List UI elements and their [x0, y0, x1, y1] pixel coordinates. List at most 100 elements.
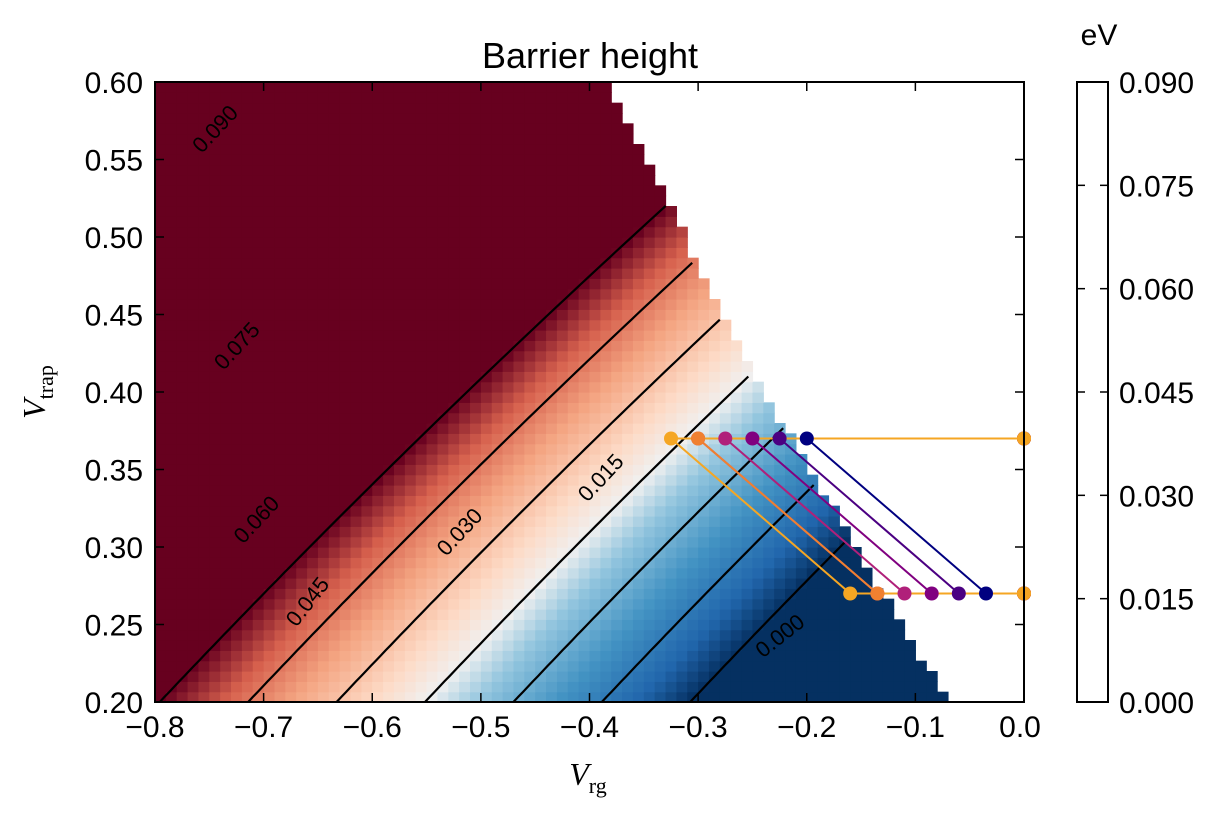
heatmap-cell [307, 485, 319, 496]
heatmap-cell [480, 505, 493, 517]
heatmap-cell [589, 402, 601, 414]
heatmap-cell [404, 133, 417, 145]
heatmap-cell [448, 102, 460, 114]
heatmap-cell [817, 505, 830, 517]
heatmap-cell [567, 216, 580, 228]
heatmap-cell [600, 588, 612, 600]
heatmap-cell [187, 206, 200, 217]
heatmap-cell [578, 578, 591, 589]
heatmap-cell [241, 495, 254, 507]
heatmap-cell [372, 340, 384, 352]
heatmap-cell [448, 226, 460, 238]
heatmap-cell [611, 485, 623, 496]
heatmap-cell [730, 578, 743, 589]
heatmap-cell [480, 133, 493, 145]
heatmap-cell [285, 113, 297, 124]
heatmap-cell [524, 681, 536, 693]
heatmap-cell [285, 433, 297, 445]
heatmap-cell [426, 495, 439, 507]
heatmap-cell [502, 164, 515, 176]
heatmap-cell [524, 257, 536, 269]
heatmap-cell [546, 340, 558, 352]
heatmap-cell [632, 433, 645, 445]
heatmap-cell [600, 412, 612, 424]
heatmap-cell [513, 454, 525, 465]
heatmap-cell [350, 268, 362, 279]
heatmap-cell [393, 381, 406, 393]
heatmap-cell [448, 381, 460, 393]
heatmap-cell [448, 619, 460, 631]
heatmap-cell [719, 330, 732, 341]
heatmap-cell [296, 330, 308, 341]
heatmap-cell [285, 516, 297, 527]
heatmap-cell [209, 516, 221, 527]
heatmap-cell [535, 629, 547, 641]
heatmap-cell [220, 536, 232, 548]
heatmap-cell [589, 350, 601, 362]
heatmap-cell [361, 319, 373, 331]
heatmap-cell [328, 691, 341, 702]
heatmap-cell [546, 299, 558, 310]
heatmap-cell [632, 361, 645, 372]
heatmap-cell [622, 185, 634, 197]
heatmap-cell [448, 526, 460, 538]
heatmap-cell [252, 640, 265, 651]
heatmap-cell [480, 536, 493, 548]
heatmap-cell [383, 92, 395, 104]
heatmap-cell [339, 640, 352, 651]
heatmap-cell [383, 195, 395, 207]
heatmap-cell [372, 175, 384, 186]
heatmap-cell [698, 381, 710, 393]
heatmap-cell [296, 299, 308, 310]
heatmap-cell [546, 164, 558, 176]
heatmap-cell [198, 454, 210, 465]
heatmap-cell [187, 443, 200, 455]
heatmap-cell [220, 154, 232, 166]
heatmap-cell [795, 454, 808, 465]
heatmap-cell [350, 330, 362, 341]
heatmap-cell [600, 619, 612, 631]
heatmap-cell [274, 505, 286, 517]
heatmap-cell [383, 567, 395, 579]
heatmap-cell [632, 175, 645, 186]
heatmap-cell [882, 671, 895, 682]
heatmap-cell [393, 133, 406, 145]
heatmap-cell [632, 154, 645, 166]
heatmap-cell [231, 361, 243, 372]
heatmap-cell [350, 102, 362, 114]
heatmap-cell [317, 319, 330, 331]
heatmap-cell [589, 247, 601, 259]
heatmap-cell [546, 474, 558, 486]
heatmap-cell [437, 650, 449, 662]
heatmap-cell [535, 454, 547, 465]
heatmap-cell [307, 464, 319, 476]
heatmap-cell [665, 567, 677, 579]
heatmap-cell [372, 640, 384, 651]
heatmap-cell [198, 402, 210, 414]
heatmap-cell [426, 206, 439, 217]
heatmap-cell [654, 195, 667, 207]
heatmap-cell [415, 154, 428, 166]
heatmap-cell [578, 629, 591, 641]
heatmap-cell [676, 330, 688, 341]
heatmap-cell [426, 609, 439, 620]
heatmap-cell [719, 464, 732, 476]
heatmap-cell [850, 640, 862, 651]
heatmap-cell [708, 609, 721, 620]
heatmap-cell [589, 392, 601, 403]
heatmap-cell [719, 536, 732, 548]
heatmap-cell [209, 340, 221, 352]
heatmap-cell [350, 92, 362, 104]
heatmap-cell [209, 154, 221, 166]
heatmap-cell [719, 350, 732, 362]
heatmap-cell [708, 588, 721, 600]
heatmap-cell [328, 340, 341, 352]
heatmap-cell [285, 454, 297, 465]
heatmap-cell [502, 144, 515, 155]
heatmap-cell [285, 547, 297, 558]
heatmap-cell [806, 691, 819, 702]
heatmap-cell [252, 247, 265, 259]
heatmap-cell [882, 640, 895, 651]
heatmap-cell [372, 113, 384, 124]
heatmap-cell [785, 609, 797, 620]
